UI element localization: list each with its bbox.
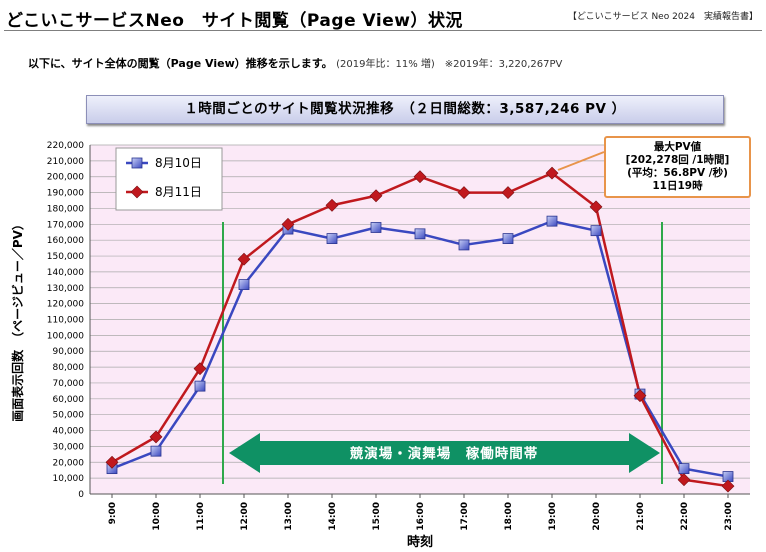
y-tick-label: 70,000: [53, 379, 85, 389]
legend-label-series1: 8月10日: [155, 156, 202, 170]
max-pv-callout: 最大PV値 [202,278回 /1時間] (平均：56.8PV /秒) 11日…: [604, 136, 751, 198]
series2-point: [413, 170, 427, 184]
x-tick-label: 9:00: [108, 502, 118, 524]
x-tick-label: 19:00: [548, 502, 558, 531]
x-tick-labels: 9:00 10:00 11:00 12:00 13:00 14:00 15:00 16:00 1…: [108, 494, 734, 531]
intro-sub: (2019年比：11% 増) ※2019年：3,220,267PV: [336, 59, 563, 70]
series2-point: [369, 189, 383, 203]
chart-banner: １時間ごとのサイト閲覧状況推移 （２日間総数：3,587,246 PV ）: [86, 95, 724, 124]
page-title: どこいこサービスNeo サイト閲覧（Page View）状況: [6, 11, 463, 31]
series1-point: [150, 445, 162, 457]
annotation-pointer: [557, 151, 605, 171]
y-tick-label: 90,000: [53, 347, 85, 357]
series2-point: [721, 479, 735, 493]
x-tick-label: 12:00: [240, 502, 250, 531]
legend-marker-series1: [131, 157, 143, 169]
series2-point: [457, 186, 471, 200]
callout-line-3: (平均：56.8PV /秒): [627, 167, 728, 179]
x-tick-label: 10:00: [152, 502, 162, 531]
series1-point: [370, 222, 382, 233]
operating-hours-arrow: [229, 433, 660, 473]
x-tick-label: 21:00: [636, 502, 646, 531]
y-tick-label: 210,000: [47, 157, 84, 167]
x-tick-label: 16:00: [416, 502, 426, 531]
y-tick-label: 160,000: [47, 236, 84, 246]
y-tick-label: 150,000: [47, 252, 84, 262]
y-tick-label: 30,000: [53, 442, 85, 452]
x-tick-label: 15:00: [372, 502, 382, 531]
y-tick-label: 10,000: [53, 474, 85, 484]
x-tick-label: 23:00: [724, 502, 734, 531]
series2-point: [501, 186, 515, 200]
title-underline: [4, 30, 762, 31]
x-axis-label: 時刻: [407, 534, 433, 550]
legend: 8月10日 8月11日: [115, 147, 223, 211]
y-tick-label: 80,000: [53, 363, 85, 373]
series2-point: [589, 200, 603, 214]
y-tick-label: 170,000: [47, 220, 84, 230]
report-label: 【どこいこサービス Neo 2024 実績報告書】: [567, 12, 758, 22]
y-tick-label: 60,000: [53, 395, 85, 405]
y-tick-label: 140,000: [47, 268, 84, 278]
series1-point: [590, 225, 602, 237]
y-tick-label: 220,000: [47, 141, 84, 151]
series2-point: [149, 430, 163, 444]
y-tick-label: 20,000: [53, 458, 85, 468]
series1-point: [326, 233, 338, 244]
series2-point: [677, 473, 691, 487]
series1-point: [458, 239, 470, 251]
x-tick-label: 14:00: [328, 502, 338, 531]
x-tick-label: 17:00: [460, 502, 470, 531]
x-tick-label: 13:00: [284, 502, 294, 531]
series2-point: [325, 198, 339, 212]
y-tick-label: 180,000: [47, 204, 84, 214]
series-layer: [105, 166, 735, 493]
series1-point: [238, 279, 250, 291]
legend-label-series2: 8月11日: [155, 185, 202, 199]
x-tick-label: 11:00: [196, 502, 206, 531]
x-tick-label: 22:00: [680, 502, 690, 531]
series1-point: [414, 228, 426, 240]
series1-point: [546, 215, 558, 227]
intro-text: 以下に、サイト全体の閲覧（Page View）推移を示します。 (2019年比：…: [28, 55, 562, 71]
x-tick-label: 18:00: [504, 502, 514, 531]
series2-point: [105, 455, 119, 469]
callout-line-2: [202,278回 /1時間]: [625, 154, 730, 166]
series2-point: [545, 166, 559, 180]
operating-hours-label: 競演場・演舞場 稼働時間帯: [350, 445, 539, 462]
y-tick-label: 0: [78, 490, 84, 500]
y-tick-label: 190,000: [47, 189, 84, 199]
series2-point: [237, 252, 251, 266]
y-tick-label: 200,000: [47, 173, 84, 183]
y-axis-label: 画面表示回数 （ページビュー／PV）: [10, 218, 25, 422]
series1-point: [194, 380, 206, 392]
y-tick-label: 40,000: [53, 427, 85, 437]
callout-line-4: 11日19時: [652, 180, 703, 192]
y-tick-label: 100,000: [47, 331, 84, 341]
callout-line-1: 最大PV値: [653, 141, 702, 153]
y-tick-label: 50,000: [53, 411, 85, 421]
series2-point: [633, 389, 647, 403]
y-tick-label: 110,000: [47, 316, 84, 326]
intro-main: 以下に、サイト全体の閲覧（Page View）推移を示します。: [28, 57, 333, 70]
series2-point: [281, 217, 295, 231]
series1-point: [678, 463, 690, 475]
x-tick-label: 20:00: [592, 502, 602, 531]
legend-marker-series2: [130, 185, 144, 199]
y-tick-label: 130,000: [47, 284, 84, 294]
series1-point: [502, 233, 514, 244]
y-tick-labels: 0 10,000 20,000 30,000 40,000 50,000 60,000 70,…: [47, 141, 84, 500]
y-tick-label: 120,000: [47, 300, 84, 310]
series2-point: [193, 362, 207, 376]
